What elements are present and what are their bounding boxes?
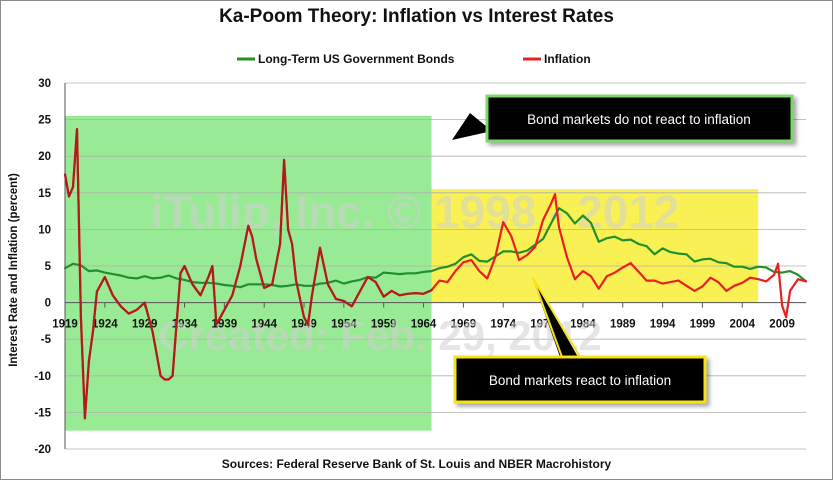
- highlight-regions: [65, 115, 759, 431]
- series-line-bonds: [63, 207, 808, 289]
- x-tick-label: 1924: [92, 319, 118, 331]
- y-axis-label: Interest Rate and Inflation (percent): [8, 173, 20, 367]
- legend: Long-Term US Government Bonds Inflation: [237, 52, 591, 66]
- y-tick-label: 20: [38, 151, 51, 163]
- source-note: Sources: Federal Reserve Bank of St. Lou…: [221, 457, 612, 471]
- y-tick-label: -15: [34, 407, 51, 419]
- x-tick-label: 1984: [570, 319, 596, 331]
- x-tick-label: 1964: [411, 319, 437, 331]
- y-tick-label: 10: [38, 224, 51, 236]
- callouts: Bond markets do not react to inflation Bo…: [452, 94, 794, 404]
- callout-text-2: Bond markets react to inflation: [489, 373, 671, 388]
- x-tick-label: 1989: [610, 319, 636, 331]
- callout-pointer-1: [452, 113, 492, 140]
- callout-box-2: [453, 355, 707, 404]
- y-tick-label: -20: [34, 444, 51, 456]
- callout-text-1: Bond markets do not react to inflation: [527, 112, 751, 127]
- chart-title: Ka-Poom Theory: Inflation vs Interest Ra…: [219, 6, 614, 27]
- legend-label-1: Long-Term US Government Bonds: [258, 52, 455, 66]
- x-tick-label: 1959: [371, 319, 397, 331]
- x-tick-label: 2004: [729, 319, 755, 331]
- x-tick-label: 1969: [451, 319, 477, 331]
- series-lines: [63, 128, 808, 420]
- y-tick-label: 25: [38, 115, 51, 127]
- highlight-region-1: [65, 115, 432, 431]
- x-tick-label: 2009: [769, 319, 795, 331]
- x-tick-label: 1934: [172, 319, 198, 331]
- axes: -20 -15 -10 -5 0 5 10 15 20 25 30 1919 1924 1929 1934 1…: [34, 78, 806, 456]
- watermark-line-1: iTulip, Inc. © 1998 - 2012: [150, 186, 679, 238]
- y-tick-label: 5: [45, 261, 52, 273]
- series-line-inflation-early-tint: [63, 128, 433, 420]
- y-tick-label: 15: [38, 188, 51, 200]
- watermark-line-2: Created: Feb. 29, 2012: [158, 312, 602, 359]
- x-tick-label: 1929: [132, 319, 158, 331]
- x-tick-label: 1954: [331, 319, 357, 331]
- y-tick-label: -10: [34, 371, 51, 383]
- y-tick-label: -5: [41, 334, 52, 346]
- x-tick-label: 1919: [52, 319, 78, 331]
- callout-box-1: [485, 94, 794, 143]
- x-tick-label: 1999: [690, 319, 716, 331]
- y-tick-label: 30: [38, 78, 51, 90]
- x-tick-label: 1974: [490, 319, 516, 331]
- y-tick-label: 0: [45, 298, 51, 310]
- callout-pointer-2-edge-a: [532, 277, 563, 358]
- legend-label-2: Inflation: [544, 52, 591, 66]
- x-tick-label: 1949: [291, 319, 317, 331]
- callout-pointer-2-edge-b: [532, 277, 581, 358]
- watermark: iTulip, Inc. © 1998 - 2012 Created: Feb.…: [150, 186, 679, 359]
- x-tick-label: 1994: [650, 319, 676, 331]
- x-tick-label: 1944: [251, 319, 277, 331]
